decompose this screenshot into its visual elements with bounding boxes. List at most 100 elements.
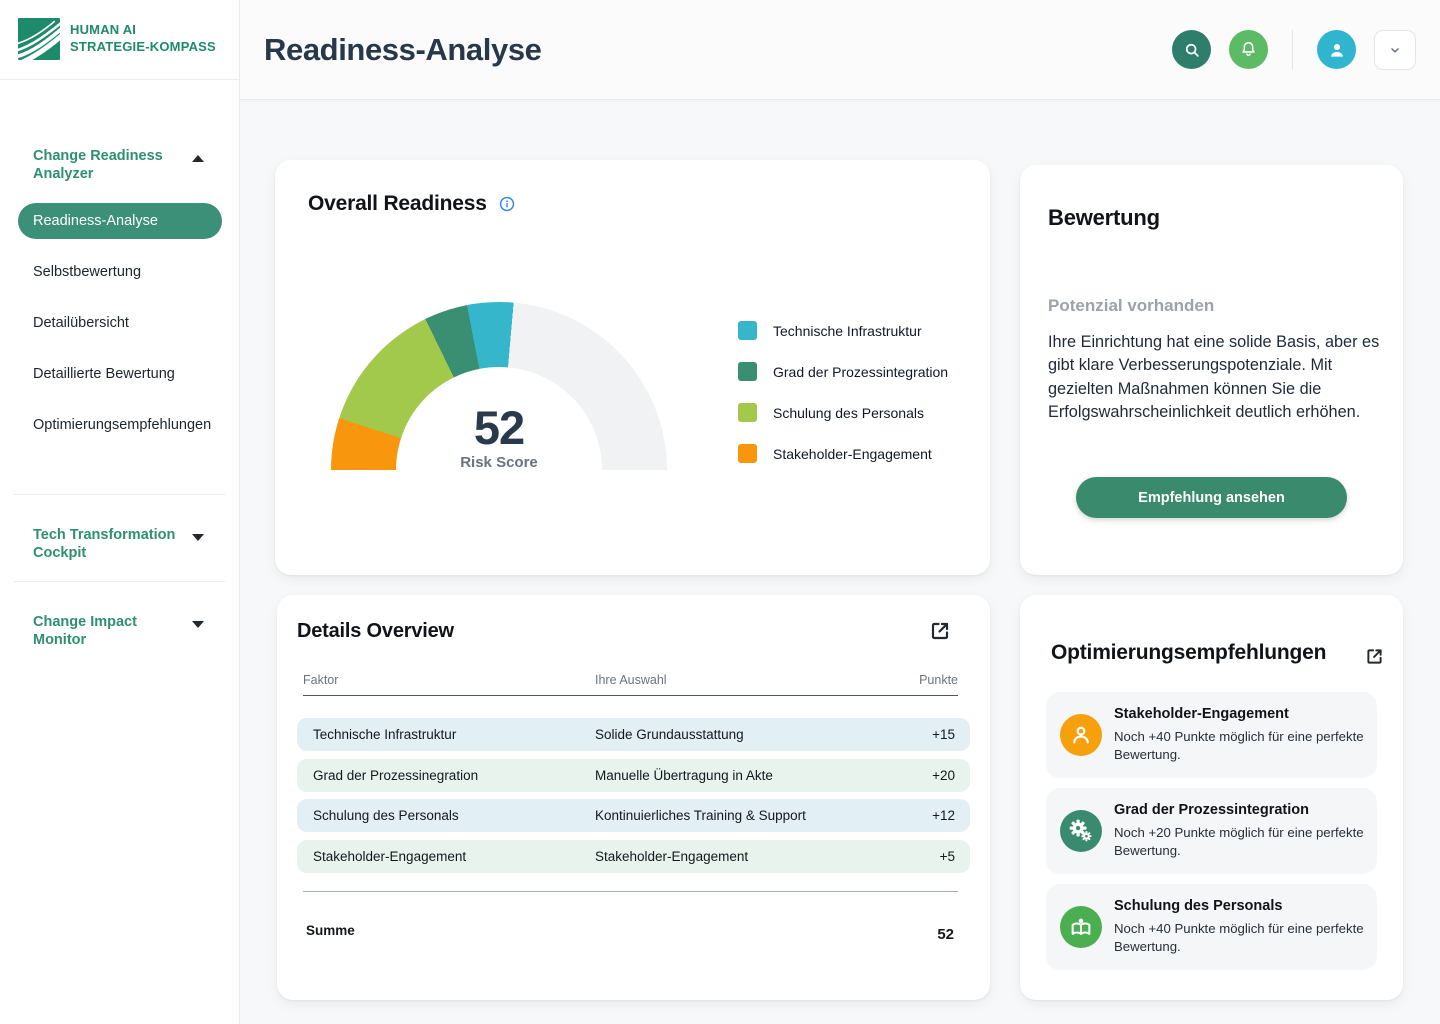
card-title: Optimierungsempfehlungen xyxy=(1051,641,1327,664)
legend-label: Grad der Prozessintegration xyxy=(773,363,949,380)
external-link-icon xyxy=(931,622,949,640)
legend-swatch xyxy=(738,403,757,422)
legend-item: Schulung des Personals xyxy=(738,403,948,422)
sidebar-item-readiness-analyse[interactable]: Readiness-Analyse xyxy=(18,203,222,239)
recommendation-item: Schulung des Personals Noch +40 Punkte mö… xyxy=(1046,884,1377,970)
notifications-button[interactable] xyxy=(1229,30,1268,69)
sidebar-section-label: Tech Transformation Cockpit xyxy=(33,527,176,561)
row-punkte: +12 xyxy=(932,808,955,823)
recommendation-desc: Noch +40 Punkte möglich für eine perfekt… xyxy=(1114,921,1364,955)
row-auswahl: Stakeholder-Engagement xyxy=(595,848,749,864)
info-icon xyxy=(499,196,514,212)
sidebar-item-detaillierte-bewertung[interactable]: Detaillierte Bewertung xyxy=(33,366,175,382)
topbar-divider xyxy=(1292,29,1293,70)
brand-line-1: HUMAN AI xyxy=(70,22,137,38)
sidebar-item-detailübersicht[interactable]: Detailübersicht xyxy=(33,315,129,331)
legend-label: Stakeholder-Engagement xyxy=(773,445,932,462)
recommendation-item: Stakeholder-Engagement Noch +40 Punkte mö… xyxy=(1046,692,1377,778)
search-button[interactable] xyxy=(1172,30,1211,69)
row-faktor: Stakeholder-Engagement xyxy=(313,848,467,864)
recommendation-title: Grad der Prozessintegration xyxy=(1114,802,1309,818)
sidebar-section-label: Change Impact Monitor xyxy=(33,614,137,648)
table-header-divider xyxy=(303,695,958,696)
open-recommendations-button[interactable] xyxy=(1364,646,1385,667)
overall-readiness-card: Overall Readiness 52 Risk Score Technisc… xyxy=(275,160,990,575)
topbar: Readiness-Analyse xyxy=(240,0,1440,100)
row-auswahl: Solide Grundausstattung xyxy=(595,727,744,742)
avatar[interactable] xyxy=(1317,30,1356,69)
row-punkte: +15 xyxy=(932,727,955,742)
risk-score-label: Risk Score xyxy=(460,454,538,471)
search-icon xyxy=(1185,43,1199,57)
content: Overall Readiness 52 Risk Score Technisc… xyxy=(240,100,1440,1024)
row-faktor: Technische Infrastruktur xyxy=(313,727,457,742)
sidebar-item-selbstbewertung[interactable]: Selbstbewertung xyxy=(33,264,142,280)
optimierungsempfehlungen-card: Optimierungsempfehlungen Stakeholder-Eng… xyxy=(1020,595,1403,1000)
legend-swatch xyxy=(738,362,757,381)
legend-swatch xyxy=(738,444,757,463)
book-icon xyxy=(1060,906,1102,948)
sidebar-section-label: Change Readiness Analyzer xyxy=(33,148,163,182)
table-row: Stakeholder-Engagement Stakeholder-Engage… xyxy=(297,839,970,873)
bell-icon xyxy=(1242,41,1255,56)
card-title: Details Overview xyxy=(297,620,454,642)
bewertung-body: Ihre Einrichtung hat eine solide Basis, … xyxy=(1048,333,1380,421)
row-punkte: +20 xyxy=(932,767,955,783)
recommendation-title: Stakeholder-Engagement xyxy=(1114,706,1289,722)
brand-logo-icon xyxy=(18,18,60,60)
brand-line-2: STRATEGIE-KOMPASS xyxy=(70,39,216,54)
column-header-punkte: Punkte xyxy=(919,673,958,687)
gears-icon xyxy=(1060,810,1102,852)
recommendation-title: Schulung des Personals xyxy=(1114,898,1283,914)
sidebar-section-change-readiness-analyzer[interactable]: Change Readiness Analyzer xyxy=(33,148,209,183)
table-row: Technische Infrastruktur Solide Grundauss… xyxy=(297,718,970,751)
gauge-legend: Technische Infrastruktur Grad der Prozess… xyxy=(738,321,948,485)
empfehlung-ansehen-button[interactable]: Empfehlung ansehen xyxy=(1076,477,1347,518)
profile-menu-button[interactable] xyxy=(1374,29,1416,70)
open-details-button[interactable] xyxy=(928,619,952,643)
sum-label: Summe xyxy=(306,923,355,938)
row-auswahl: Manuelle Übertragung in Akte xyxy=(595,767,773,783)
brand: HUMAN AI STRATEGIE-KOMPASS xyxy=(18,18,216,60)
row-faktor: Schulung des Personals xyxy=(313,808,459,823)
chevron-down-icon xyxy=(1391,47,1399,53)
details-overview-card: Details Overview Faktor Ihre Auswahl Pun… xyxy=(277,595,990,1000)
table-row: Grad der Prozessinegration Manuelle Übert… xyxy=(297,758,970,792)
legend-item: Stakeholder-Engagement xyxy=(738,444,948,463)
topbar-actions xyxy=(1172,29,1416,70)
row-faktor: Grad der Prozessinegration xyxy=(313,767,479,783)
sidebar-divider xyxy=(14,494,225,495)
column-header-faktor: Faktor xyxy=(303,673,339,687)
column-header-auswahl: Ihre Auswahl xyxy=(595,673,667,687)
sidebar-divider xyxy=(14,581,225,582)
chevron-up-icon xyxy=(192,155,204,162)
legend-item: Grad der Prozessintegration xyxy=(738,362,948,381)
card-title: Overall Readiness xyxy=(308,192,487,215)
sidebar-section-tech-transformation-cockpit[interactable]: Tech Transformation Cockpit xyxy=(33,527,209,562)
table-row: Schulung des Personals Kontinuierliches T… xyxy=(297,799,970,832)
sidebar-item-optimierungsempfehlungen[interactable]: Optimierungsempfehlungen xyxy=(33,417,212,433)
row-auswahl: Kontinuierliches Training & Support xyxy=(595,808,806,823)
user-icon xyxy=(1330,43,1343,57)
person-icon xyxy=(1060,714,1102,756)
brand-name: HUMAN AI STRATEGIE-KOMPASS xyxy=(70,22,216,56)
chevron-down-icon xyxy=(192,534,204,541)
chevron-down-icon xyxy=(192,621,204,628)
info-button[interactable] xyxy=(498,195,516,213)
recommendation-desc: Noch +40 Punkte möglich für eine perfekt… xyxy=(1114,729,1364,763)
bewertung-card: Bewertung Potenzial vorhanden Ihre Einri… xyxy=(1020,165,1403,575)
recommendation-item: Grad der Prozessintegration Noch +20 Punk… xyxy=(1046,788,1377,874)
risk-score-value: 52 xyxy=(473,401,525,454)
card-title: Bewertung xyxy=(1048,205,1160,230)
sidebar-section-change-impact-monitor[interactable]: Change Impact Monitor xyxy=(33,614,209,649)
readiness-gauge: 52 Risk Score xyxy=(331,302,667,471)
legend-label: Technische Infrastruktur xyxy=(773,322,922,339)
page-title: Readiness-Analyse xyxy=(264,31,542,67)
external-link-icon xyxy=(1367,649,1382,664)
sum-divider xyxy=(303,891,958,892)
legend-item: Technische Infrastruktur xyxy=(738,321,948,340)
row-punkte: +5 xyxy=(939,848,955,864)
legend-swatch xyxy=(738,321,757,340)
sidebar: HUMAN AI STRATEGIE-KOMPASS Change Readin… xyxy=(0,0,240,1024)
sidebar-divider xyxy=(0,79,239,80)
